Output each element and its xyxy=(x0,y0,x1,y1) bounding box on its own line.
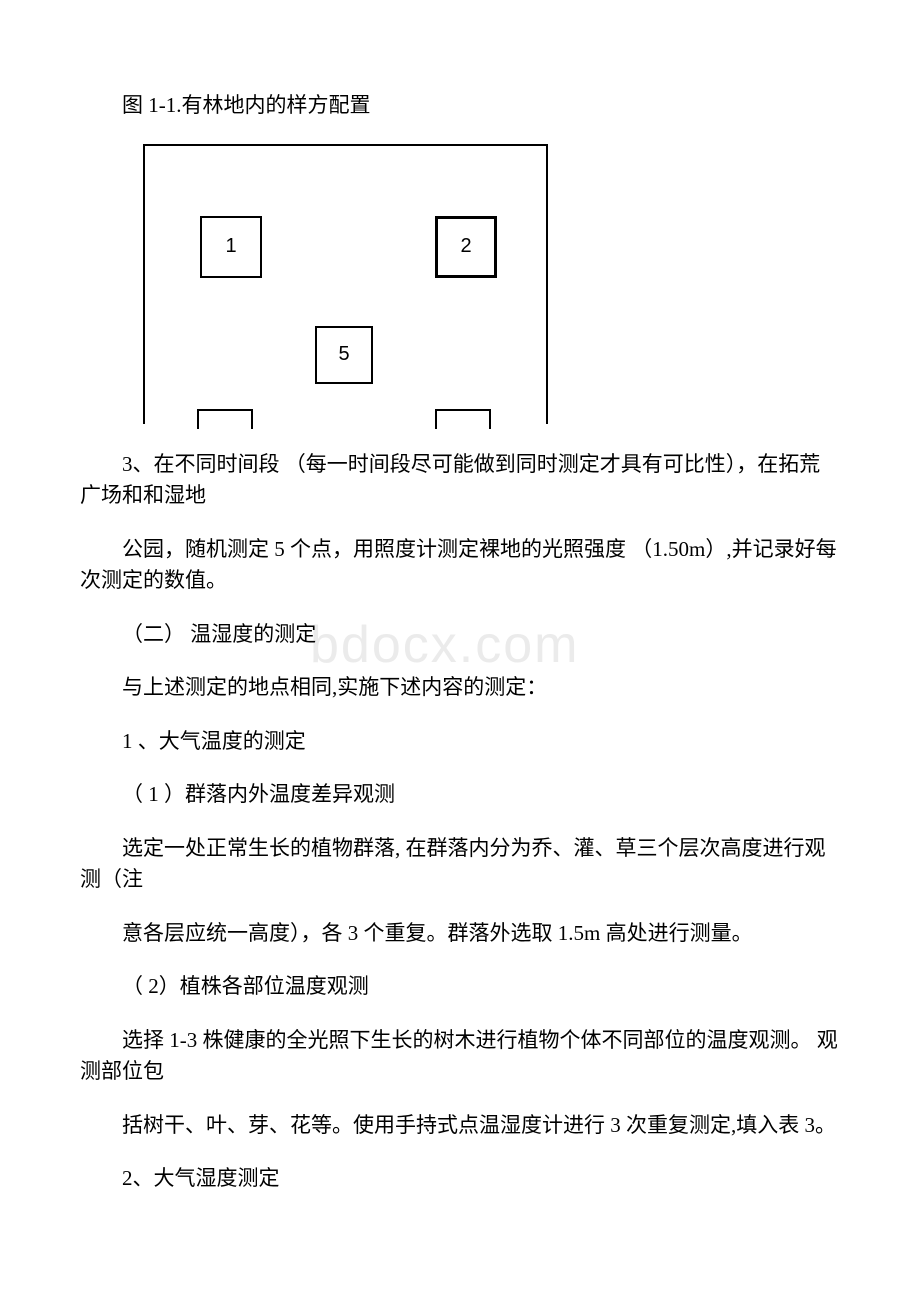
quadrat-diagram: 1 2 5 xyxy=(143,144,548,424)
quadrat-5: 5 xyxy=(315,326,373,384)
quadrat-1: 1 xyxy=(200,216,262,278)
paragraph-1: 3、在不同时间段 （每一时间段尽可能做到同时测定才具有可比性），在拓荒广场和和湿… xyxy=(80,449,840,512)
paragraph-7: 选定一处正常生长的植物群落, 在群落内分为乔、灌、草三个层次高度进行观测（注 xyxy=(80,833,840,896)
document-content: 图 1-1.有林地内的样方配置 1 2 5 3、在不同时间段 （每一时间段尽可能… xyxy=(80,90,840,1195)
paragraph-2: 公园，随机测定 5 个点，用照度计测定裸地的光照强度 （1.50m）,并记录好每… xyxy=(80,534,840,597)
paragraph-12: 2、大气湿度测定 xyxy=(80,1163,840,1195)
paragraph-4: 与上述测定的地点相同,实施下述内容的测定： xyxy=(80,672,840,704)
quadrat-partial-right xyxy=(435,409,491,429)
paragraph-8: 意各层应统一高度），各 3 个重复。群落外选取 1.5m 高处进行测量。 xyxy=(80,918,840,950)
paragraph-5: 1 、大气温度的测定 xyxy=(80,726,840,758)
paragraph-11: 括树干、叶、芽、花等。使用手持式点温湿度计进行 3 次重复测定,填入表 3。 xyxy=(80,1110,840,1142)
paragraph-9: （ 2）植株各部位温度观测 xyxy=(80,971,840,1003)
figure-caption: 图 1-1.有林地内的样方配置 xyxy=(80,90,840,122)
paragraph-6: （ 1 ）群落内外温度差异观测 xyxy=(80,779,840,811)
paragraph-10: 选择 1-3 株健康的全光照下生长的树木进行植物个体不同部位的温度观测。 观测部… xyxy=(80,1025,840,1088)
quadrat-partial-left xyxy=(197,409,253,429)
quadrat-2: 2 xyxy=(435,216,497,278)
paragraph-3: （二） 温湿度的测定 xyxy=(80,619,840,651)
